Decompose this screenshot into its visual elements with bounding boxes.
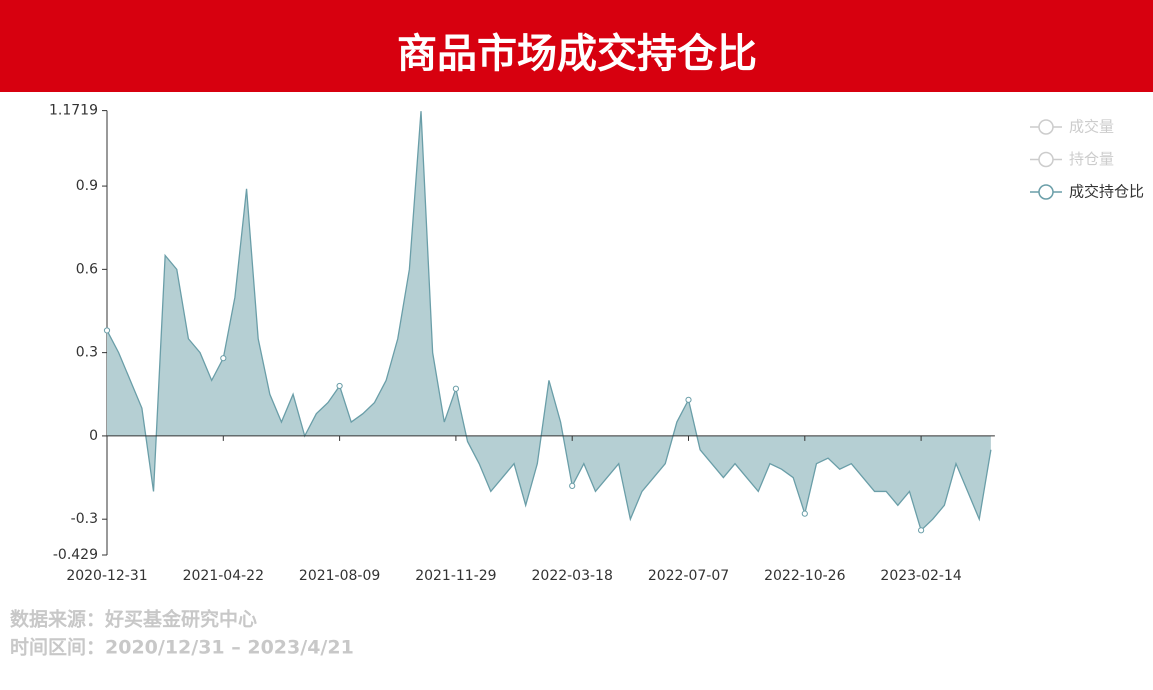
x-tick-label: 2020-12-31 — [66, 568, 147, 584]
point-marker — [801, 510, 808, 517]
y-tick-label: 0.6 — [76, 261, 98, 277]
legend-label[interactable]: 持仓量 — [1069, 150, 1114, 168]
legend-icon — [1038, 119, 1054, 135]
legend-label[interactable]: 成交持仓比 — [1069, 183, 1144, 201]
point-marker — [685, 396, 692, 403]
x-tick-label: 2022-07-07 — [648, 568, 729, 584]
y-tick-label: 0.9 — [76, 178, 98, 194]
source-note: 数据来源：好买基金研究中心 — [10, 608, 257, 631]
header-bar — [0, 0, 1153, 92]
point-marker — [336, 382, 343, 390]
y-tick-label: 0 — [89, 428, 98, 444]
chart-title: 商品市场成交持仓比 — [397, 31, 757, 77]
x-tick-label: 2022-03-18 — [532, 568, 613, 584]
x-tick-label: 2021-04-22 — [183, 568, 264, 584]
point-marker — [918, 527, 925, 534]
area — [107, 111, 991, 531]
point-marker — [452, 385, 459, 392]
period-note: 时间区间：2020/12/31 – 2023/4/21 — [10, 637, 354, 659]
legend-label[interactable]: 成交量 — [1069, 118, 1114, 136]
y-tick-label: 0.3 — [76, 345, 98, 361]
point-marker — [103, 327, 111, 334]
x-tick-label: 2021-11-29 — [415, 568, 496, 584]
point-marker — [569, 482, 576, 489]
y-tick-label: -0.429 — [53, 547, 98, 563]
x-tick-label: 2021-08-09 — [299, 568, 380, 584]
legend-icon — [1038, 151, 1054, 168]
x-tick-label: 2022-10-26 — [764, 568, 845, 584]
legend-icon — [1038, 184, 1054, 200]
point-marker — [220, 355, 227, 362]
y-tick-label: 1.1719 — [49, 103, 98, 119]
y-tick-label: -0.3 — [71, 511, 98, 527]
x-tick-label: 2023-02-14 — [880, 568, 961, 584]
line — [106, 111, 992, 532]
